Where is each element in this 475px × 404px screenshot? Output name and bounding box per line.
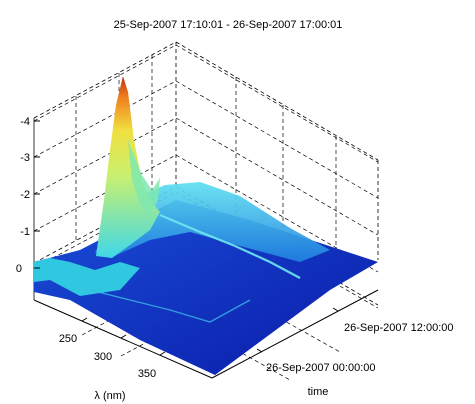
grid-z-right-3 xyxy=(175,80,379,199)
surface-cyan-streak xyxy=(159,213,301,279)
y-tick-label-0: 26-Sep-2007 00:00:00 xyxy=(266,362,375,374)
y-tick-mark-0 xyxy=(256,348,263,353)
grid-z-right-4 xyxy=(175,44,379,163)
grid-z-left-2 xyxy=(33,117,177,195)
z-tick-label-3: -3 xyxy=(20,152,30,164)
box-top-right-edge xyxy=(175,41,379,161)
chart-title: 25-Sep-2007 17:10:01 - 26-Sep-2007 17:00… xyxy=(114,19,343,31)
grid-z-left-4 xyxy=(33,44,177,122)
y-tick-label-1: 26-Sep-2007 12:00:00 xyxy=(344,322,453,334)
x-tick-mark-2 xyxy=(159,351,166,356)
surface-mesh xyxy=(34,76,378,375)
z-tick-label-4: -4 xyxy=(20,116,30,128)
y-axis-line xyxy=(211,289,379,379)
surface-peak-body xyxy=(96,76,160,258)
box-top-left-edge xyxy=(33,41,177,119)
y-ticks xyxy=(256,307,339,353)
front-axes xyxy=(33,289,379,379)
z-ticks xyxy=(34,120,40,269)
x-axis-line xyxy=(33,299,213,379)
z-tick-label-2: -2 xyxy=(20,189,30,201)
y-axis-label: time xyxy=(308,386,329,398)
x-tick-mark-1 xyxy=(120,334,127,339)
x-tick-label-0: 250 xyxy=(59,333,77,345)
z-tick-label-1: -1 xyxy=(20,226,30,238)
x-ticks xyxy=(81,317,166,356)
z-tick-label-0: 0 xyxy=(16,263,22,275)
grid-z-left-3 xyxy=(33,80,177,158)
y-tick-mark-1 xyxy=(332,307,339,312)
surface-left-skirt xyxy=(34,258,140,296)
x-axis-label: λ (nm) xyxy=(94,390,125,402)
surface-peak-shoulder xyxy=(128,140,160,215)
x-tick-mark-0 xyxy=(81,317,88,322)
surface-cyan-streak-2 xyxy=(89,289,251,323)
x-tick-label-2: 350 xyxy=(138,368,156,380)
grid-z-right-1 xyxy=(175,154,379,273)
x-tick-label-1: 300 xyxy=(94,351,112,363)
grid-z-right-2 xyxy=(175,117,379,236)
